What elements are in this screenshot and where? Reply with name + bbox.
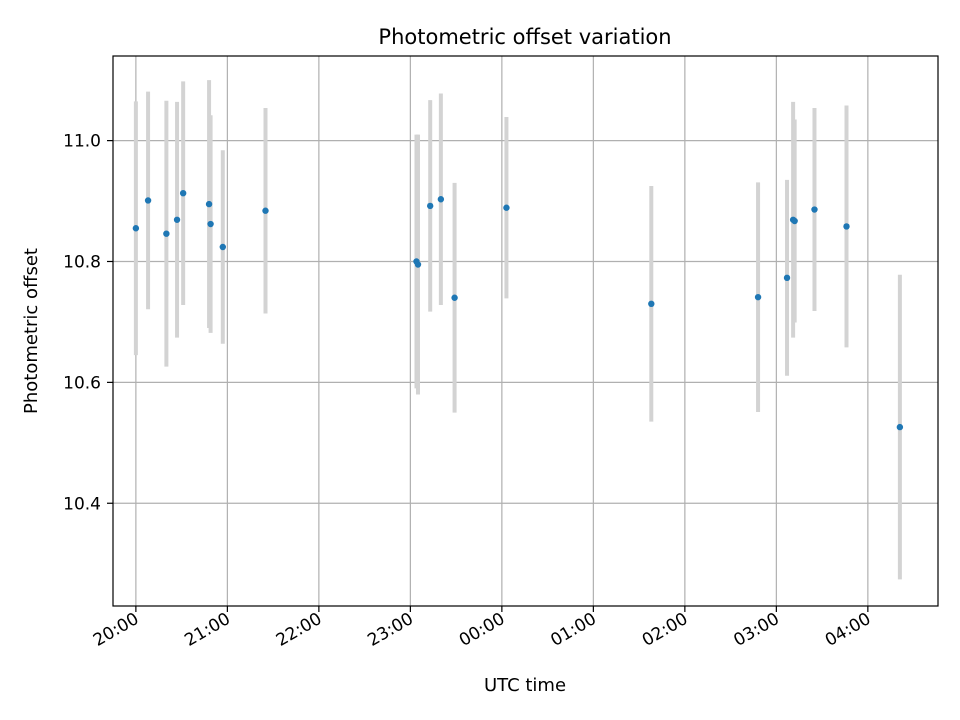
y-tick-label: 10.8 (63, 252, 101, 272)
data-point (144, 197, 152, 204)
data-point (262, 207, 269, 214)
data-point (896, 423, 904, 431)
y-tick-label: 10.4 (63, 494, 101, 514)
data-point (843, 223, 850, 230)
data-point (205, 200, 213, 208)
data-point (437, 196, 445, 203)
data-point (219, 243, 226, 251)
data-point (426, 202, 434, 210)
data-point (503, 204, 510, 211)
data-point (179, 189, 187, 197)
data-point (173, 216, 181, 223)
data-point (451, 294, 458, 301)
data-point (783, 274, 791, 282)
data-point (754, 293, 762, 301)
plot-area-frame (112, 55, 939, 607)
data-point (207, 220, 214, 228)
data-points (132, 189, 904, 431)
data-point (648, 300, 655, 308)
x-axis-label: UTC time (484, 675, 566, 696)
data-point (414, 261, 422, 268)
y-tick-label: 10.6 (63, 373, 101, 393)
data-point (811, 206, 818, 213)
y-tick-label: 11.0 (63, 132, 101, 152)
data-point (791, 217, 798, 225)
chart-title: Photometric offset variation (378, 25, 671, 49)
data-point (132, 225, 140, 232)
y-axis-label: Photometric offset (21, 248, 42, 414)
grid-lines (113, 56, 938, 606)
y-axis-ticks: 10.4 10.6 10.8 11.0 (63, 132, 113, 514)
data-point (163, 230, 170, 237)
